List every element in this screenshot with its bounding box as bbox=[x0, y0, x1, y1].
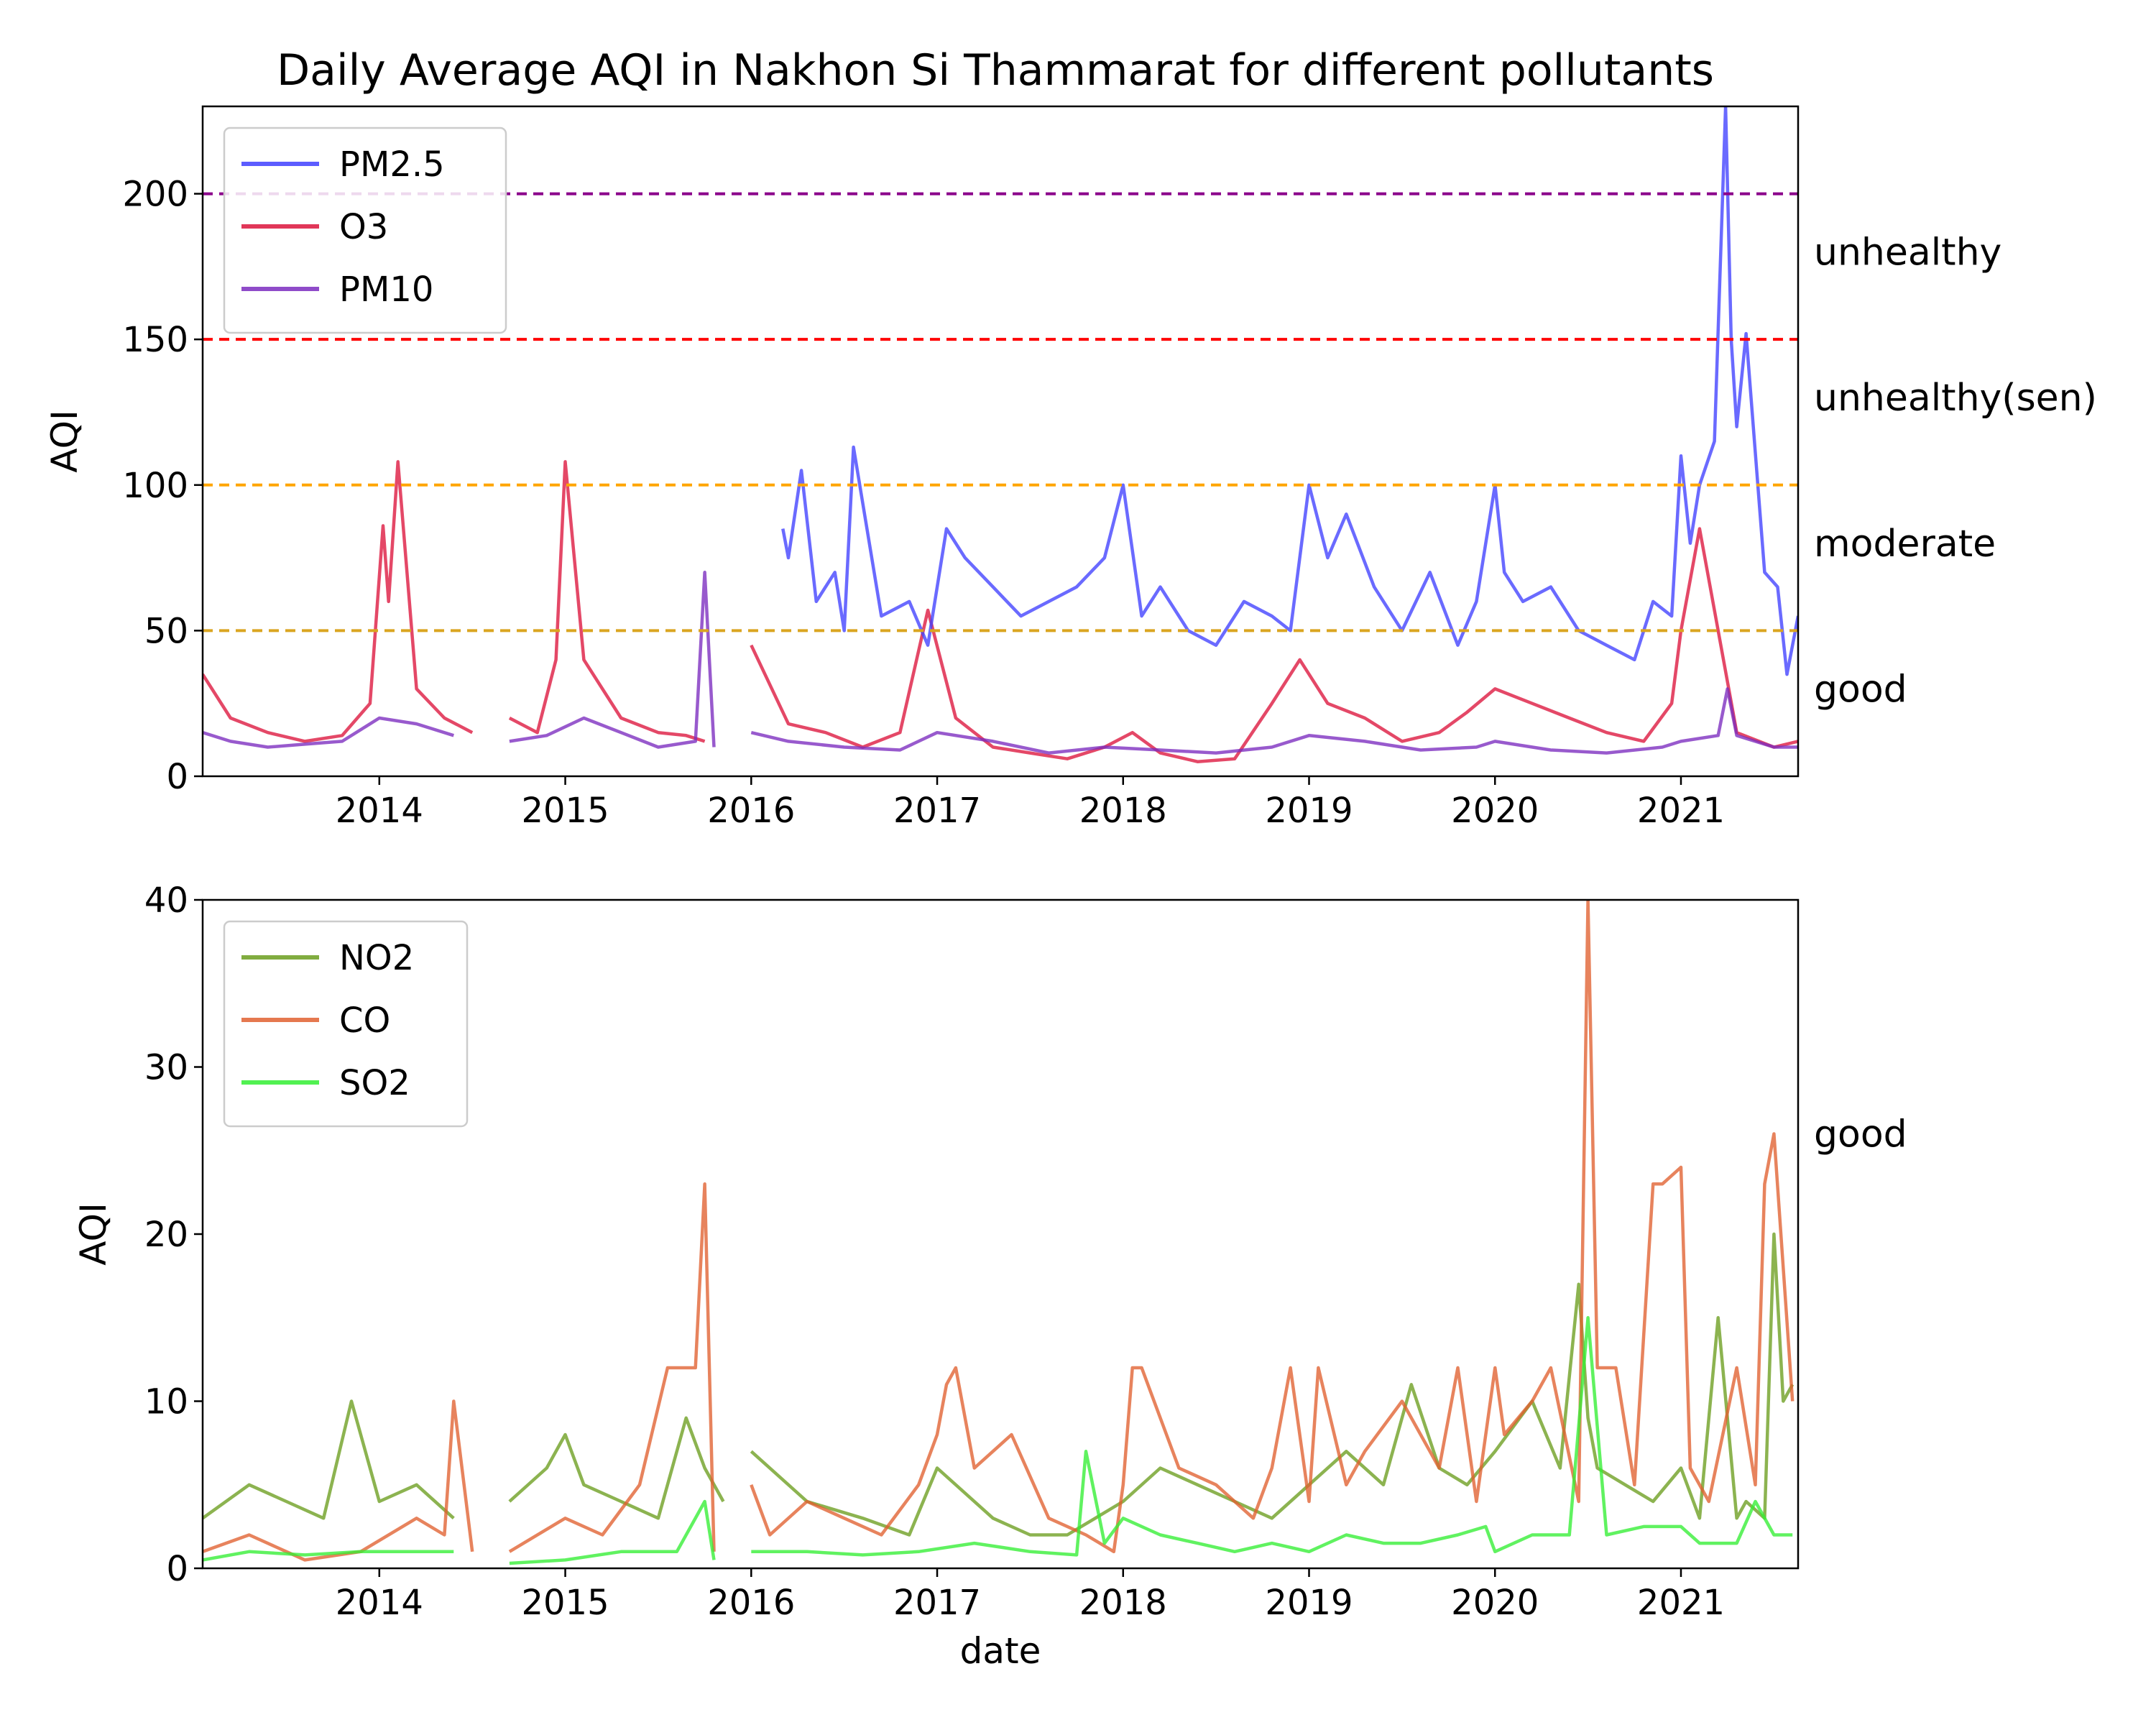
top-zone-labels: unhealthy unhealthy(sen) moderate good bbox=[1814, 231, 2097, 712]
zone-label: moderate bbox=[1814, 523, 1996, 566]
zone-label: unhealthy bbox=[1814, 231, 2001, 275]
y-tick-label: 50 bbox=[144, 611, 188, 651]
bottom-legend: NO2 CO SO2 bbox=[223, 920, 469, 1128]
legend-label: PM10 bbox=[339, 270, 433, 310]
y-tick-label: 0 bbox=[166, 757, 188, 797]
series-line-pm25 bbox=[781, 106, 1798, 676]
zone-label: unhealthy(sen) bbox=[1814, 377, 2097, 420]
x-tick-label: 2015 bbox=[521, 1583, 609, 1623]
legend-label: O3 bbox=[339, 207, 388, 247]
top-plot-lines bbox=[203, 106, 1798, 763]
top-panel: 2014 2015 2016 2017 2018 2019 2020 2021 0 50 100 1… bbox=[44, 105, 2097, 831]
bottom-x-axis-label: date bbox=[960, 1630, 1041, 1672]
y-tick-label: 100 bbox=[122, 466, 188, 506]
series-line-so2 bbox=[203, 1316, 1793, 1565]
x-tick-label: 2014 bbox=[336, 1583, 423, 1623]
x-tick-label: 2018 bbox=[1079, 1583, 1167, 1623]
legend-box bbox=[223, 920, 469, 1128]
x-tick-label: 2017 bbox=[893, 1583, 981, 1623]
legend-label: CO bbox=[339, 1000, 390, 1041]
x-tick-label: 2020 bbox=[1451, 1583, 1539, 1623]
bottom-panel: 2014 2015 2016 2017 2018 2019 2020 2021 0 10 20 30… bbox=[73, 880, 1907, 1672]
x-tick-label: 2014 bbox=[336, 791, 423, 831]
top-plot-frame bbox=[201, 105, 1800, 778]
x-tick-label: 2016 bbox=[707, 1583, 795, 1623]
series-line-pm10 bbox=[203, 571, 1798, 755]
x-tick-label: 2019 bbox=[1265, 1583, 1353, 1623]
y-tick-label: 40 bbox=[144, 880, 188, 921]
x-tick-label: 2019 bbox=[1265, 791, 1353, 831]
series-line-co bbox=[203, 900, 1795, 1562]
legend-label: PM2.5 bbox=[339, 144, 445, 185]
y-tick-label: 200 bbox=[122, 175, 188, 215]
x-tick-label: 2016 bbox=[707, 791, 795, 831]
top-y-axis: 0 50 100 150 200 bbox=[122, 175, 203, 797]
x-tick-label: 2018 bbox=[1079, 791, 1167, 831]
y-tick-label: 150 bbox=[122, 320, 188, 360]
bottom-plot-lines bbox=[203, 900, 1795, 1565]
chart-title: Daily Average AQI in Nakhon Si Thammarat… bbox=[277, 45, 1714, 96]
series-line-o3 bbox=[203, 460, 1798, 763]
x-tick-label: 2021 bbox=[1637, 1583, 1725, 1623]
x-tick-label: 2017 bbox=[893, 791, 981, 831]
bottom-y-axis: 0 10 20 30 40 bbox=[144, 880, 203, 1589]
y-tick-label: 30 bbox=[144, 1048, 188, 1088]
top-y-axis-label: AQI bbox=[44, 410, 86, 472]
x-tick-label: 2020 bbox=[1451, 791, 1539, 831]
threshold-lines bbox=[203, 192, 1798, 632]
top-x-axis: 2014 2015 2016 2017 2018 2019 2020 2021 bbox=[336, 776, 1725, 831]
zone-label: good bbox=[1814, 1113, 1907, 1156]
y-tick-label: 0 bbox=[166, 1549, 188, 1589]
bottom-x-axis: 2014 2015 2016 2017 2018 2019 2020 2021 bbox=[336, 1568, 1725, 1623]
x-tick-label: 2015 bbox=[521, 791, 609, 831]
legend-label: SO2 bbox=[339, 1063, 410, 1103]
x-tick-label: 2021 bbox=[1637, 791, 1725, 831]
bottom-y-axis-label: AQI bbox=[73, 1202, 114, 1265]
top-legend: PM2.5 O3 PM10 bbox=[223, 126, 507, 334]
bottom-zone-labels: good bbox=[1814, 1113, 1907, 1156]
y-tick-label: 10 bbox=[144, 1382, 188, 1422]
legend-label: NO2 bbox=[339, 938, 414, 978]
zone-label: good bbox=[1814, 668, 1907, 711]
legend-box bbox=[223, 126, 507, 334]
y-tick-label: 20 bbox=[144, 1215, 188, 1255]
